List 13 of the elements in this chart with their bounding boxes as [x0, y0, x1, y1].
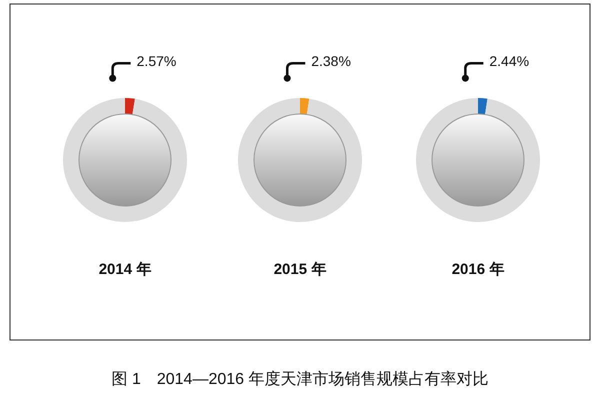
donut-slice — [238, 98, 362, 222]
donut-slice — [125, 98, 135, 115]
text: 2016 年 — [452, 261, 504, 278]
donut-slice — [300, 98, 310, 115]
text: 2014 年 — [98, 261, 152, 278]
text: 2015 年 — [274, 261, 326, 278]
data-label: 2.44% — [489, 53, 530, 70]
donut-slice — [478, 98, 488, 115]
data-label: 2.38% — [311, 53, 351, 70]
donut-slice — [416, 98, 540, 222]
data-label: 2.57% — [136, 53, 176, 70]
caption: 图 1 2014—2016 年度天津市场销售规模占有率对比 — [112, 370, 488, 388]
donut-slice — [63, 98, 187, 222]
